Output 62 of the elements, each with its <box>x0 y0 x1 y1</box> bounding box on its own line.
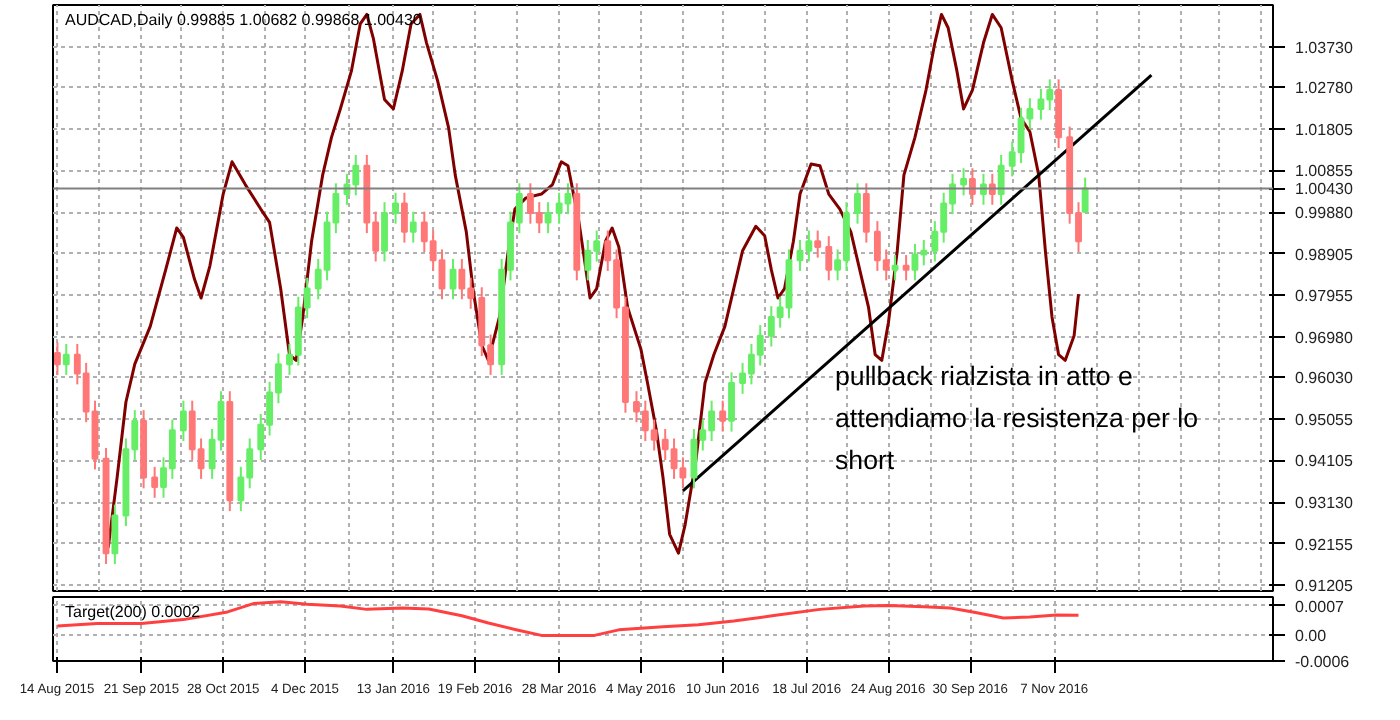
y-tick-label: 0.0007 <box>1295 597 1346 616</box>
candlestick <box>902 254 910 282</box>
annotation: pullback rialzista in atto e attendiamo la resistenza per lo short <box>835 361 1199 475</box>
candlestick <box>62 342 70 376</box>
candlestick <box>1055 78 1063 150</box>
candlestick <box>960 167 968 197</box>
candlestick <box>719 399 727 433</box>
candlestick <box>679 456 687 490</box>
candlestick <box>151 465 159 499</box>
y-tick-label: 0.96030 <box>1295 369 1354 388</box>
candlestick <box>584 239 592 282</box>
y-tick-label: 0.00 <box>1295 627 1328 646</box>
y-tick-label: 1.02780 <box>1295 79 1354 98</box>
y-tick-label: 0.93130 <box>1295 494 1354 513</box>
candlestick <box>997 153 1005 206</box>
candlestick <box>854 182 861 225</box>
candlestick <box>535 201 543 235</box>
candlestick <box>805 229 813 263</box>
candlestick <box>825 235 833 282</box>
candlestick <box>438 248 446 301</box>
y-tick-label: 0.94105 <box>1295 452 1354 471</box>
y-tick-label: 0.92155 <box>1295 535 1354 554</box>
candlestick <box>111 503 119 565</box>
y-tick-label: 0.97955 <box>1295 286 1354 305</box>
candlestick <box>458 257 466 301</box>
y-tick-label: 0.96980 <box>1295 328 1354 347</box>
y-tick-label: 0.99880 <box>1295 204 1354 223</box>
candlestick <box>409 210 417 244</box>
candlestick <box>392 191 399 225</box>
y-tick-label: 1.01805 <box>1295 121 1354 140</box>
candlestick <box>814 229 822 259</box>
candlestick <box>862 182 870 244</box>
candlestick <box>352 153 360 197</box>
y-tick-label: 0.98905 <box>1295 245 1354 264</box>
y-tick-label: 1.00855 <box>1295 162 1354 181</box>
candlestick <box>911 242 919 282</box>
chart-title: Target(200) 0.0002 <box>65 603 202 621</box>
y-tick-label: -0.0006 <box>1295 653 1351 671</box>
ref-line-label: 1.00430 <box>1295 180 1354 199</box>
candlestick <box>478 286 486 357</box>
line-series <box>55 600 1081 637</box>
candlestick <box>756 324 764 367</box>
y-tick-label: 1.03730 <box>1295 38 1354 57</box>
candlestick <box>891 254 899 282</box>
candlestick <box>555 191 563 225</box>
candlestick <box>1081 176 1089 214</box>
candlestick <box>449 257 457 301</box>
candlestick <box>728 371 735 433</box>
candlestick <box>179 399 187 443</box>
candlestick <box>544 201 552 235</box>
y-tick-label: 0.95055 <box>1295 411 1354 430</box>
candlestick <box>381 201 388 263</box>
candlestick <box>920 239 928 267</box>
candlestick <box>650 418 658 452</box>
candlestick <box>661 428 669 461</box>
candlestick <box>670 437 678 480</box>
candlestick <box>400 191 408 244</box>
candlestick <box>53 341 61 376</box>
candlestick <box>1046 78 1054 112</box>
candlestick <box>968 167 976 206</box>
candlestick <box>168 418 176 480</box>
y-tick-label: 0.91205 <box>1295 576 1354 595</box>
